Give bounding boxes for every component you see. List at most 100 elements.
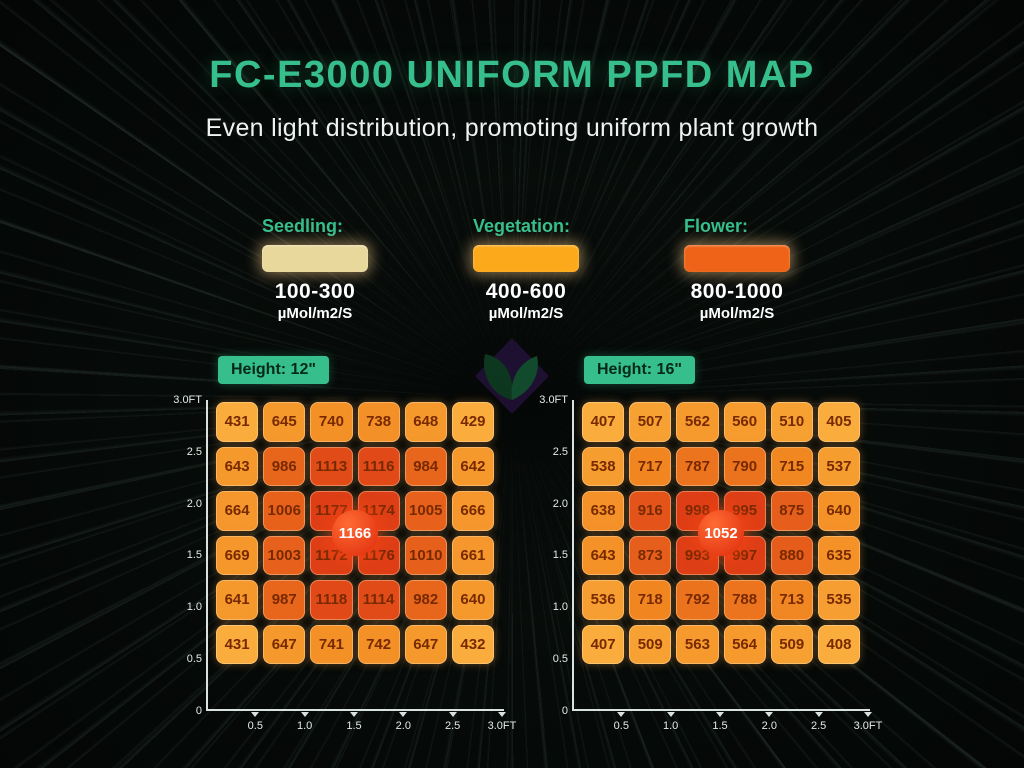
y-axis-label: 2.5 bbox=[186, 445, 202, 458]
x-axis: 0.5 1.0 1.5 2.0 2.5 3.0FT bbox=[170, 711, 516, 745]
x-axis-label: 1.0 bbox=[297, 720, 313, 732]
y-axis-label: 2.0 bbox=[552, 497, 568, 510]
ppfd-value-cell: 1010 bbox=[404, 535, 447, 575]
x-axis: 0.5 1.0 1.5 2.0 2.5 3.0FT bbox=[536, 711, 882, 745]
ppfd-value-cell: 538 bbox=[582, 446, 625, 486]
ppfd-value-cell: 664 bbox=[216, 491, 259, 531]
ppfd-value-cell: 1003 bbox=[263, 535, 306, 575]
vegetation-color-swatch bbox=[473, 245, 579, 272]
legend-label: Flower: bbox=[684, 216, 749, 236]
x-axis-tick bbox=[617, 712, 626, 717]
ppfd-value-cell: 537 bbox=[817, 446, 860, 486]
ppfd-value-cell: 647 bbox=[263, 624, 306, 664]
ppfd-value-cell: 916 bbox=[629, 491, 672, 531]
ppfd-value-cell: 432 bbox=[451, 624, 494, 664]
y-axis-label: 1.0 bbox=[186, 601, 202, 614]
ppfd-value-cell: 718 bbox=[629, 580, 672, 620]
height-badge: Height: 16" bbox=[584, 356, 695, 384]
legend-range: 800-1000 bbox=[690, 280, 784, 303]
ppfd-value-cell: 666 bbox=[451, 491, 494, 531]
ppfd-value-cell: 408 bbox=[817, 624, 860, 664]
ppfd-value-cell: 873 bbox=[629, 535, 672, 575]
ppfd-value-cell: 982 bbox=[404, 580, 447, 620]
ppfd-value-cell: 507 bbox=[629, 402, 672, 442]
y-axis-label: 0.5 bbox=[186, 653, 202, 666]
ppfd-value-cell: 647 bbox=[404, 624, 447, 664]
x-axis-label: 2.0 bbox=[395, 720, 411, 732]
x-axis-label: 0.5 bbox=[613, 720, 629, 732]
y-axis-label: 0 bbox=[195, 704, 202, 717]
ppfd-value-cell: 875 bbox=[770, 491, 813, 531]
ppfd-value-cell: 1113 bbox=[310, 446, 353, 486]
ppfd-value-cell: 407 bbox=[582, 402, 625, 442]
ppfd-value-cell: 788 bbox=[723, 580, 766, 620]
x-axis-tick bbox=[863, 712, 872, 717]
flower-color-swatch bbox=[684, 245, 790, 272]
y-axis-label: 2.0 bbox=[186, 497, 202, 510]
ppfd-value-cell: 713 bbox=[770, 580, 813, 620]
y-axis-line bbox=[206, 400, 208, 711]
ppfd-value-cell: 641 bbox=[216, 580, 259, 620]
ppfd-map-height-12: Height: 12" 3.0FT 2.5 2.0 1.5 1.0 0.5 0 431 645… bbox=[170, 350, 516, 755]
x-axis-label: 0.5 bbox=[247, 720, 263, 732]
x-axis-tick bbox=[448, 712, 457, 717]
ppfd-value-cell: 429 bbox=[451, 402, 494, 442]
x-axis-label: 1.0 bbox=[663, 720, 679, 732]
x-axis-tick bbox=[666, 712, 675, 717]
x-axis-tick bbox=[300, 712, 309, 717]
legend-unit: µMol/m2/S bbox=[277, 305, 353, 322]
legend-label: Vegetation: bbox=[473, 216, 571, 236]
x-axis-label: 3.0FT bbox=[853, 720, 883, 732]
ppfd-value-cell: 717 bbox=[629, 446, 672, 486]
x-axis-tick bbox=[399, 712, 408, 717]
ppfd-value-cell: 562 bbox=[676, 402, 719, 442]
x-axis-tick bbox=[715, 712, 724, 717]
ppfd-value-cell: 405 bbox=[817, 402, 860, 442]
ppfd-value-cell: 792 bbox=[676, 580, 719, 620]
page-subtitle: Even light distribution, promoting unifo… bbox=[205, 114, 819, 142]
ppfd-value-cell: 564 bbox=[723, 624, 766, 664]
legend-item-vegetation: Vegetation: 400-600 µMol/m2/S bbox=[436, 216, 616, 322]
x-axis-label: 3.0FT bbox=[487, 720, 517, 732]
ppfd-value-cell: 560 bbox=[723, 402, 766, 442]
ppfd-value-cell: 880 bbox=[770, 535, 813, 575]
ppfd-value-cell: 563 bbox=[676, 624, 719, 664]
legend-range: 100-300 bbox=[274, 280, 356, 303]
ppfd-value-cell: 638 bbox=[582, 491, 625, 531]
ppfd-value-cell: 536 bbox=[582, 580, 625, 620]
y-axis-label: 3.0FT bbox=[539, 394, 568, 406]
legend-range: 400-600 bbox=[485, 280, 567, 303]
y-axis-label: 3.0FT bbox=[173, 394, 202, 406]
ppfd-value-cell: 1116 bbox=[357, 446, 400, 486]
ppfd-value-cell: 787 bbox=[676, 446, 719, 486]
ppfd-value-cell: 510 bbox=[770, 402, 813, 442]
ppfd-value-cell: 535 bbox=[817, 580, 860, 620]
y-axis-line bbox=[572, 400, 574, 711]
ppfd-value-cell: 669 bbox=[216, 535, 259, 575]
leaf-logo-icon bbox=[475, 338, 549, 414]
ppfd-value-cell: 648 bbox=[404, 402, 447, 442]
center-ppfd-badge: 1052 bbox=[698, 510, 744, 556]
x-axis-tick bbox=[814, 712, 823, 717]
ppfd-value-cell: 997 bbox=[723, 535, 766, 575]
x-axis-tick bbox=[765, 712, 774, 717]
ppfd-value-cell: 431 bbox=[216, 402, 259, 442]
ppfd-value-cell: 645 bbox=[263, 402, 306, 442]
ppfd-value-cell: 661 bbox=[451, 535, 494, 575]
x-axis-label: 1.5 bbox=[346, 720, 362, 732]
x-axis-label: 2.0 bbox=[761, 720, 777, 732]
legend-item-seedling: Seedling: 100-300 µMol/m2/S bbox=[225, 216, 405, 322]
ppfd-value-cell: 738 bbox=[357, 402, 400, 442]
x-axis-label: 2.5 bbox=[810, 720, 827, 732]
ppfd-value-cell: 1118 bbox=[310, 580, 353, 620]
x-axis-tick bbox=[251, 712, 260, 717]
y-axis-label: 0 bbox=[561, 704, 568, 717]
ppfd-value-cell: 984 bbox=[404, 446, 447, 486]
ppfd-value-cell: 987 bbox=[263, 580, 306, 620]
ppfd-value-cell: 715 bbox=[770, 446, 813, 486]
y-axis-label: 2.5 bbox=[552, 445, 568, 458]
page-title: FC-E3000 UNIFORM PPFD MAP bbox=[209, 54, 815, 96]
ppfd-value-cell: 643 bbox=[582, 535, 625, 575]
x-axis-label: 2.5 bbox=[444, 720, 461, 732]
